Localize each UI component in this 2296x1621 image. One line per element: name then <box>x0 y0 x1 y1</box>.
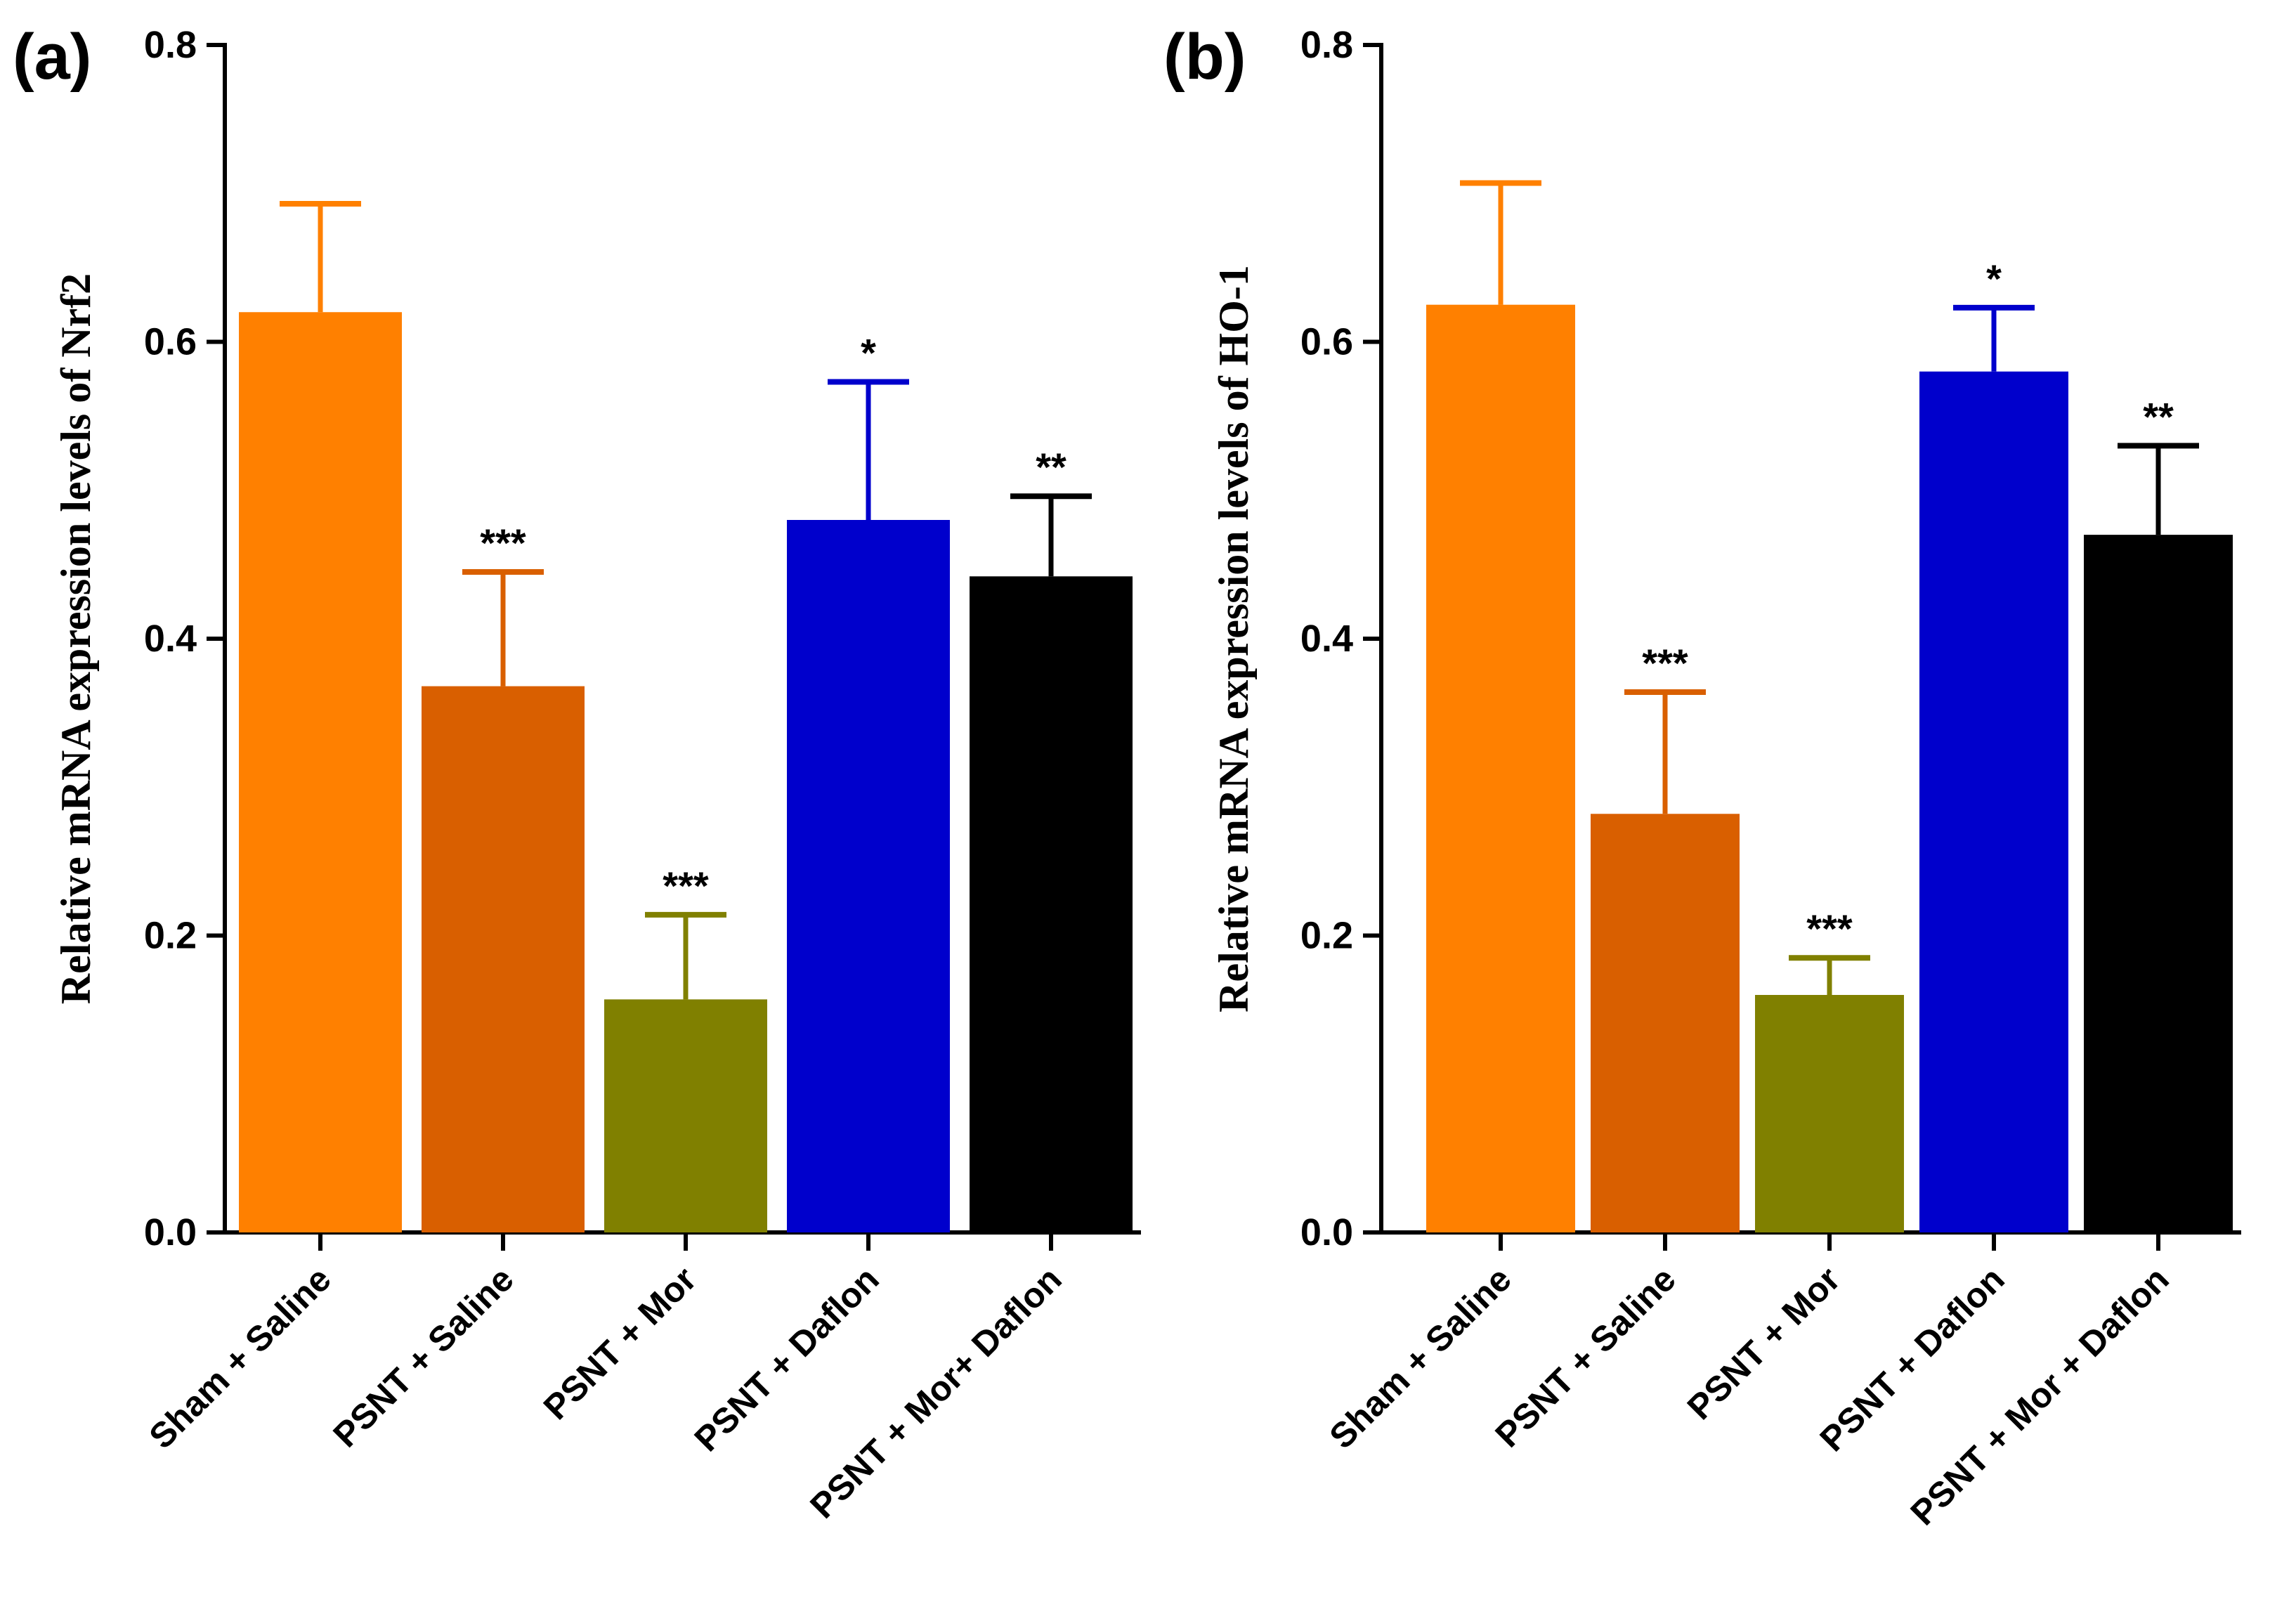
bar <box>422 686 585 1232</box>
significance-label: *** <box>1642 641 1688 685</box>
x-tick-label: PSNT + Daflon <box>687 1259 887 1459</box>
bar <box>604 999 767 1232</box>
bar <box>970 576 1133 1232</box>
bar <box>239 312 402 1232</box>
panel-b: (b) 0.0 0.2 0.4 0.6 0.8 Relative mRNA expressi… <box>1163 21 2241 1532</box>
significance-label: * <box>861 331 876 375</box>
significance-label: ** <box>1036 445 1067 489</box>
significance-label: * <box>1986 256 2002 301</box>
y-tick-label: 0.4 <box>144 618 197 660</box>
x-tick-label: PSNT + Mor <box>1680 1259 1848 1427</box>
significance-label: *** <box>663 864 709 908</box>
bar <box>1919 371 2068 1232</box>
panel-label: (b) <box>1163 21 1246 93</box>
bar <box>2084 535 2233 1232</box>
panel-a: (a) 0.0 0.2 0.4 0.6 0.8 Relative mRNA expressi… <box>13 21 1141 1526</box>
y-tick-label: 0.0 <box>144 1211 197 1254</box>
bar <box>1426 304 1575 1232</box>
significance-label: *** <box>480 521 526 565</box>
x-tick-label: PSNT + Mor <box>536 1259 704 1427</box>
bar <box>787 520 950 1232</box>
y-tick-label: 0.2 <box>144 915 197 957</box>
significance-label: *** <box>1806 906 1853 951</box>
y-tick-label: 0.8 <box>1300 24 1353 66</box>
x-tick-label: Sham + Saline <box>141 1259 338 1456</box>
y-tick-label: 0.8 <box>144 24 197 66</box>
y-tick-label: 0.2 <box>1300 915 1353 957</box>
y-tick-label: 0.6 <box>1300 321 1353 363</box>
x-tick-label: PSNT + Saline <box>325 1259 521 1454</box>
y-axis-title: Relative mRNA expression levels of Nrf2 <box>53 273 99 1004</box>
panel-label: (a) <box>13 21 91 93</box>
y-tick-label: 0.6 <box>144 321 197 363</box>
bar <box>1591 814 1740 1232</box>
y-axis-title: Relative mRNA expression levels of HO-1 <box>1211 265 1257 1013</box>
bar <box>1755 995 1904 1232</box>
y-tick-label: 0.4 <box>1300 618 1353 660</box>
y-tick-label: 0.0 <box>1300 1211 1353 1254</box>
significance-label: ** <box>2143 394 2174 438</box>
